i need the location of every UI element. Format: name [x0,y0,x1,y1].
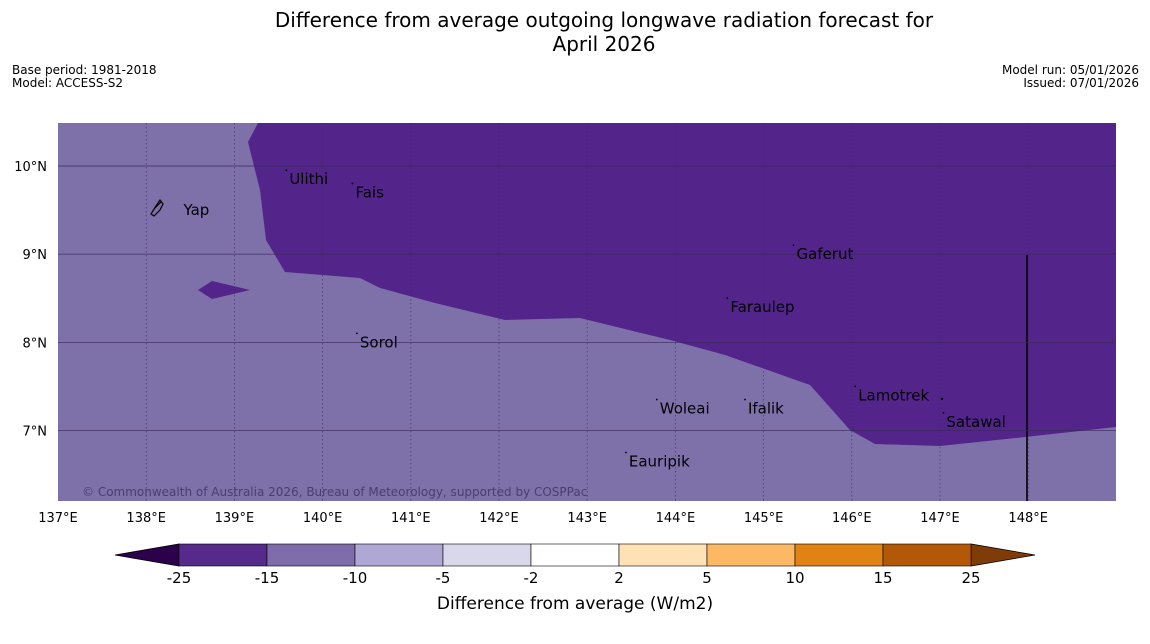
model-run-text: Model run: 05/01/2026 [1001,63,1139,77]
chart-title: Difference from average outgoing longwav… [0,8,1150,56]
longitude-tick-label: 145°E [744,511,784,526]
colorbar-tick-label: 15 [873,569,892,587]
colorbar-segment [618,543,708,567]
colorbar-segment [442,543,532,567]
yap-island-outline [150,198,164,217]
map-anomaly-patch [198,281,250,299]
longitude-tick-label: 147°E [920,511,960,526]
colorbar-segment [266,543,356,567]
longitude-tick-label: 140°E [303,511,343,526]
longitude-tick-label: 139°E [215,511,255,526]
longitude-tick-label: 141°E [391,511,431,526]
island-label: Eauripik [629,452,690,470]
colorbar-label: Difference from average (W/m2) [436,594,714,614]
colorbar-tick-labels: -25 -15 -10 -5 -2 2 5 10 15 25 [167,569,981,587]
colorbar [114,543,1036,567]
longitude-tick-label: 148°E [1008,511,1048,526]
island-labels: Yap Ulithi Fais Gaferut Faraulep Sorol Woleai I… [182,169,1006,470]
colorbar-tick-label: -2 [524,569,539,587]
island-label: Satawal [946,413,1005,431]
colorbar-tick-label: 2 [614,569,624,587]
longitude-tick-label: 142°E [479,511,519,526]
island-label: Lamotrek [858,386,929,404]
gridlines [58,123,1116,501]
colorbar-tick-label: 25 [961,569,980,587]
title-line-1: Difference from average outgoing longwav… [274,8,934,32]
island-label: Ifalik [748,400,784,418]
island-label: Fais [355,183,384,201]
map-anomaly-region [248,123,1116,446]
copyright-notice: © Commonwealth of Australia 2026, Bureau… [82,485,587,499]
island-marker [744,398,746,401]
island-dot [940,397,944,401]
model-text: Model: ACCESS-S2 [12,76,124,90]
longitude-tick-label: 144°E [656,511,696,526]
colorbar-tick-label: -15 [255,569,280,587]
island-label: Woleai [660,400,710,418]
colorbar-extend-high [970,543,1036,567]
base-period-text: Base period: 1981-2018 [12,63,157,77]
axis-labels: 137°E 138°E 139°E 140°E 141°E 142°E 143°E 144°E… [14,160,1048,526]
island-label: Yap [182,201,209,219]
island-marker [726,297,729,300]
longitude-tick-label: 146°E [832,511,872,526]
latitude-tick-label: 8°N [23,336,48,351]
colorbar-tick-label: -25 [167,569,192,587]
island-marker [351,182,354,185]
longitude-tick-label: 143°E [567,511,607,526]
latitude-tick-label: 7°N [23,425,48,440]
island-label: Gaferut [796,245,853,263]
island-label: Ulithi [289,170,328,188]
island-label: Sorol [360,333,398,351]
island-marker [355,332,358,335]
colorbar-segment [178,543,268,567]
island-marker [942,411,945,414]
colorbar-segment [794,543,884,567]
title-line-2: April 2026 [552,32,656,56]
island-marker [854,385,857,388]
longitude-tick-label: 137°E [38,511,78,526]
colorbar-tick-label: 10 [785,569,804,587]
island-marker [285,169,288,172]
longitude-tick-label: 138°E [126,511,166,526]
colorbar-tick-label: 5 [702,569,712,587]
colorbar-segment [882,543,972,567]
colorbar-tick-label: -10 [343,569,368,587]
colorbar-tick-label: -5 [436,569,451,587]
island-marker [792,244,795,247]
colorbar-extend-low [114,543,180,567]
metadata-right: Model run: 05/01/2026 Issued: 07/01/2026 [1002,64,1139,90]
island-label: Faraulep [730,298,794,316]
island-marker [655,398,658,401]
island-marker [624,451,627,454]
colorbar-segment [706,543,796,567]
latitude-tick-label: 9°N [23,248,48,263]
colorbar-segment [354,543,444,567]
latitude-tick-label: 10°N [14,160,47,175]
issued-text: Issued: 07/01/2026 [1023,76,1139,90]
colorbar-segment [530,543,620,567]
metadata-left: Base period: 1981-2018 Model: ACCESS-S2 [12,64,157,90]
